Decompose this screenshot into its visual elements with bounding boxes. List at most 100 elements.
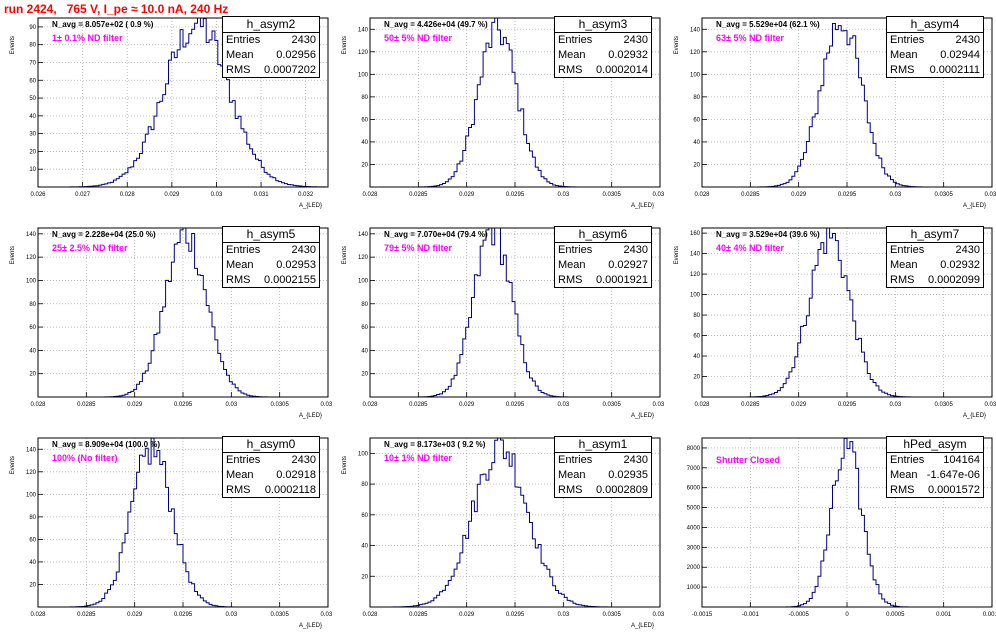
stats-row-rms: RMS 0.0002155	[223, 273, 319, 288]
x-tick-label: 0.03	[225, 402, 237, 408]
y-tick-label: 120	[358, 50, 369, 56]
stats-label-mean: Mean	[890, 259, 918, 271]
x-tick-label: 0.029	[791, 192, 807, 198]
filter-label: 25± 2.5% ND filter	[52, 243, 128, 253]
x-axis-label: A_{LED}	[631, 203, 654, 209]
x-axis-label: A_{LED}	[631, 413, 654, 419]
stats-value-rms: 0.0001572	[928, 484, 980, 496]
filter-label: 10± 1% ND filter	[384, 453, 452, 463]
x-tick-label: 0.029	[127, 402, 143, 408]
stats-label-mean: Mean	[890, 469, 918, 481]
stats-label-rms: RMS	[226, 274, 251, 286]
stats-value-entries: 104164	[943, 454, 980, 466]
y-tick-label: 20	[361, 574, 368, 580]
stats-label-rms: RMS	[558, 484, 583, 496]
stats-value-rms: 0.0001921	[596, 274, 648, 286]
x-tick-label: 0.0305	[602, 192, 621, 198]
y-tick-label: 3000	[687, 545, 701, 551]
stats-row-rms: RMS 0.0001572	[887, 483, 983, 498]
y-tick-label: 20	[29, 149, 36, 155]
x-tick-label: 0.03	[557, 612, 569, 618]
x-tick-label: 0.0285	[741, 192, 760, 198]
stats-row-rms: RMS 0.0001921	[555, 273, 651, 288]
y-tick-label: 40	[693, 354, 700, 360]
stats-row-mean: Mean 0.02927	[555, 258, 651, 273]
x-axis-label: A_{LED}	[299, 623, 322, 629]
x-tick-label: 0.028	[694, 402, 710, 408]
stats-box: h_asym7 Entries 2430 Mean 0.02932 RMS 0.000209…	[886, 226, 984, 288]
stats-box: h_asym2 Entries 2430 Mean 0.02956 RMS 0.000720…	[222, 16, 320, 78]
x-tick-label: 0.028	[694, 192, 710, 198]
x-tick-label: 0.03	[889, 192, 901, 198]
y-tick-label: 120	[690, 50, 701, 56]
x-tick-label: 0.03	[211, 192, 223, 198]
stats-value-entries: 2430	[955, 244, 980, 256]
x-tick-label: 0.0015	[983, 612, 996, 618]
stats-label-mean: Mean	[226, 259, 254, 271]
filter-label: Shutter Closed	[716, 455, 781, 465]
stats-label-entries: Entries	[890, 34, 925, 46]
filter-label: 63± 5% ND filter	[716, 33, 784, 43]
y-tick-label: 6000	[687, 486, 701, 492]
stats-label-entries: Entries	[226, 454, 261, 466]
histogram-panel-h_asym4: 0.028 0.0285 0.029 0.0295 0.03 0.0305 0.031 20 4…	[664, 12, 996, 217]
y-tick-label: 10	[29, 167, 36, 173]
x-tick-label: 0.0305	[602, 402, 621, 408]
y-tick-label: 4000	[687, 525, 701, 531]
y-axis-label: Events	[10, 456, 16, 474]
plot-frame	[37, 17, 329, 188]
x-tick-label: 0.0295	[506, 192, 525, 198]
stats-value-rms: 0.0007202	[264, 64, 316, 76]
stats-label-entries: Entries	[226, 244, 261, 256]
histogram-plot: 0.028 0.0285 0.029 0.0295 0.03 0.0305 0.031 20 4…	[674, 227, 996, 419]
x-tick-label: 0.0285	[409, 612, 428, 618]
stats-row-entries: Entries 2430	[223, 243, 319, 258]
x-tick-label: 0.0005	[886, 612, 905, 618]
x-tick-label: -0.0005	[788, 612, 809, 618]
y-tick-label: 1000	[687, 585, 701, 591]
y-tick-label: 120	[690, 272, 701, 278]
x-tick-label: 0.0295	[506, 612, 525, 618]
stats-row-rms: RMS 0.0002118	[223, 483, 319, 498]
histogram-plot: 0.028 0.0285 0.029 0.0295 0.03 0.0305 0.031 20 4…	[342, 17, 664, 209]
stats-label-entries: Entries	[558, 34, 593, 46]
stats-value-rms: 0.0002155	[264, 274, 316, 286]
stats-value-rms: 0.0002809	[596, 484, 648, 496]
stats-value-rms: 0.0002099	[928, 274, 980, 286]
y-tick-label: 80	[29, 43, 36, 49]
stats-label-rms: RMS	[558, 64, 583, 76]
x-tick-label: 0.0295	[838, 402, 857, 408]
x-axis-label: A_{LED}	[299, 413, 322, 419]
x-tick-label: 0.031	[984, 402, 996, 408]
filter-label: 100% (No filter)	[52, 453, 118, 463]
stats-row-rms: RMS 0.0002809	[555, 483, 651, 498]
y-axis-label: Events	[10, 246, 16, 264]
x-tick-label: 0.028	[362, 612, 378, 618]
stats-row-entries: Entries 104164	[887, 453, 983, 468]
y-tick-label: 140	[26, 232, 37, 238]
stats-value-entries: 2430	[291, 34, 316, 46]
y-tick-label: 140	[358, 27, 369, 33]
run-title: run 2424, 765 V, I_pe ≈ 10.0 nA, 240 Hz	[4, 2, 229, 16]
y-tick-label: 120	[26, 470, 37, 476]
stats-label-rms: RMS	[890, 274, 915, 286]
histogram-panel-h_asym6: 0.028 0.0285 0.029 0.0295 0.03 0.0305 0.031 20 4…	[332, 222, 664, 427]
x-tick-label: 0.0285	[409, 192, 428, 198]
y-tick-label: 80	[693, 313, 700, 319]
x-axis-label: A_{LED}	[631, 623, 654, 629]
histogram-plot: 0.028 0.0285 0.029 0.0295 0.03 0.0305 0.031 20 4…	[10, 227, 332, 419]
y-tick-label: 60	[361, 513, 368, 519]
x-tick-label: 0.0295	[174, 402, 193, 408]
stats-row-entries: Entries 2430	[555, 33, 651, 48]
y-tick-label: 40	[29, 560, 36, 566]
stats-label-rms: RMS	[890, 64, 915, 76]
y-tick-label: 140	[690, 27, 701, 33]
y-tick-label: 120	[26, 255, 37, 261]
x-tick-label: 0.032	[298, 192, 314, 198]
y-tick-label: 60	[29, 78, 36, 84]
stats-box-title: h_asym5	[223, 227, 319, 243]
stats-label-rms: RMS	[226, 484, 251, 496]
stats-row-mean: Mean 0.02932	[887, 258, 983, 273]
y-tick-label: 5000	[687, 506, 701, 512]
histogram-plot: -0.0015 -0.001 -0.0005 0 0.0005 0.001 0.0015 10…	[687, 437, 996, 618]
